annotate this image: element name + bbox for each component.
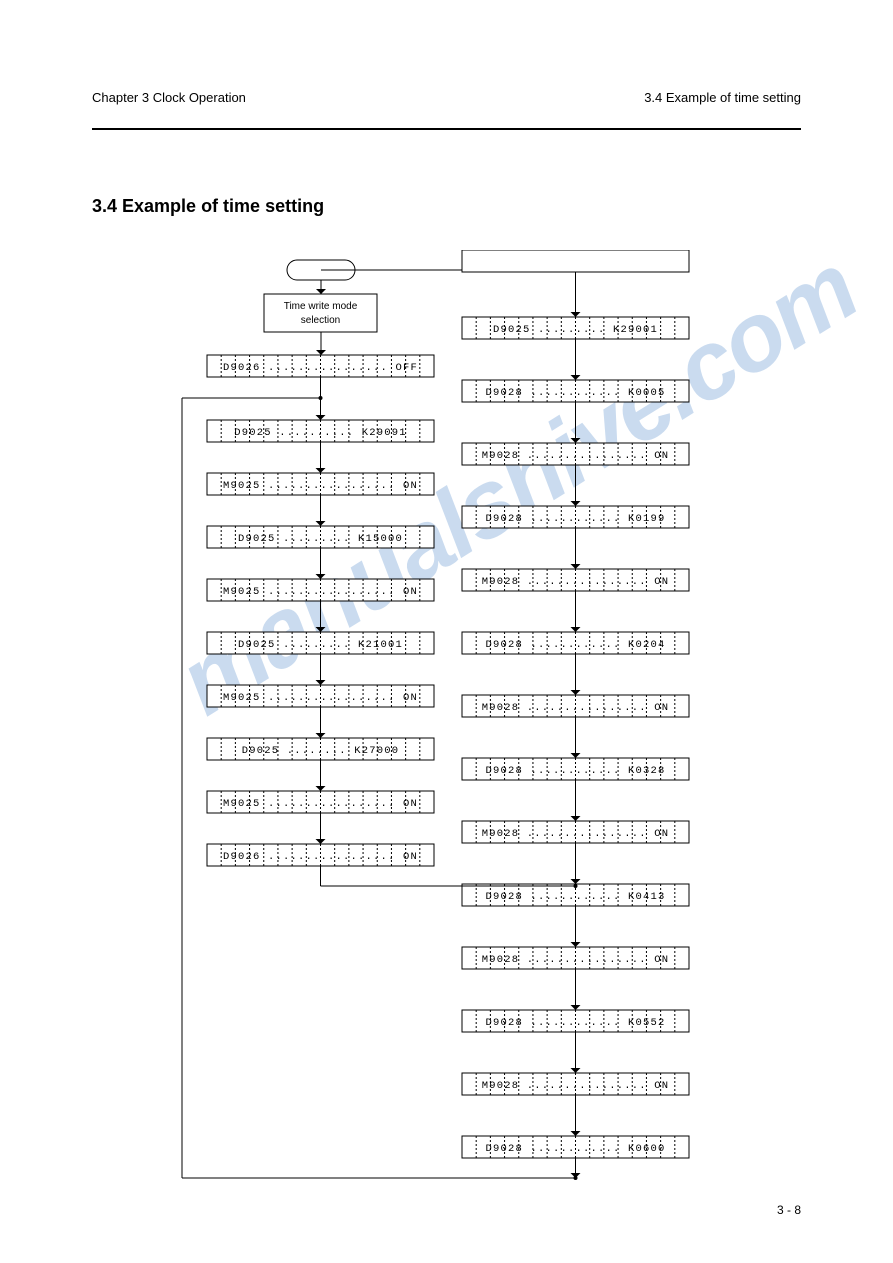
section-heading: 3.4 Example of time setting <box>92 196 324 217</box>
header-rule <box>92 128 801 130</box>
svg-text:D9025 .......... K29091: D9025 .......... K29091 <box>234 427 407 439</box>
chapter-label: Chapter 3 Clock Operation <box>92 90 246 105</box>
svg-text:M9028 ................ ON: M9028 ................ ON <box>482 954 670 966</box>
svg-text:D9025 ......... K29001: D9025 ......... K29001 <box>493 324 658 336</box>
svg-text:M9025 ................. ON: M9025 ................. ON <box>223 692 418 704</box>
svg-text:Time write mode: Time write mode <box>284 301 358 312</box>
svg-text:D9028 ............ K0204: D9028 ............ K0204 <box>485 639 665 651</box>
svg-text:D9026 ................ OFF: D9026 ................ OFF <box>223 362 418 374</box>
svg-text:D9028 ............ K0328: D9028 ............ K0328 <box>485 765 665 777</box>
svg-text:M9028 ................ ON: M9028 ................ ON <box>482 1080 670 1092</box>
svg-text:D9025 ........ K27000: D9025 ........ K27000 <box>242 745 400 757</box>
svg-text:D9026 ................. ON: D9026 ................. ON <box>223 851 418 863</box>
svg-text:M9025 ................. ON: M9025 ................. ON <box>223 798 418 810</box>
page-number: 3 - 8 <box>777 1203 801 1217</box>
svg-text:D9028 ............ K0005: D9028 ............ K0005 <box>485 387 665 399</box>
svg-text:D9028 ............ K0413: D9028 ............ K0413 <box>485 891 665 903</box>
svg-text:M9028 ................ ON: M9028 ................ ON <box>482 576 670 588</box>
flowchart-diagram: Time write mode selection D9026 ..........… <box>92 250 801 1190</box>
svg-text:M9028 ................ ON: M9028 ................ ON <box>482 702 670 714</box>
svg-text:M9028 ................ ON: M9028 ................ ON <box>482 828 670 840</box>
page: Chapter 3 Clock Operation 3.4 Example of… <box>0 0 893 1263</box>
svg-text:M9025 ................. ON: M9025 ................. ON <box>223 480 418 492</box>
svg-text:D9028 ............ K0552: D9028 ............ K0552 <box>485 1017 665 1029</box>
svg-text:D9025 ......... K15000: D9025 ......... K15000 <box>238 533 403 545</box>
svg-text:D9028 ............ K0600: D9028 ............ K0600 <box>485 1143 665 1155</box>
section-title: 3.4 Example of time setting <box>644 90 801 105</box>
svg-text:M9028 ................ ON: M9028 ................ ON <box>482 450 670 462</box>
svg-text:M9025 ................. ON: M9025 ................. ON <box>223 586 418 598</box>
svg-text:D9028 ............ K0199: D9028 ............ K0199 <box>485 513 665 525</box>
svg-text:D9025 ......... K21001: D9025 ......... K21001 <box>238 639 403 651</box>
svg-text:selection: selection <box>301 315 340 326</box>
svg-text:M9028 ................ ON: M9028 ................ ON <box>482 250 670 254</box>
